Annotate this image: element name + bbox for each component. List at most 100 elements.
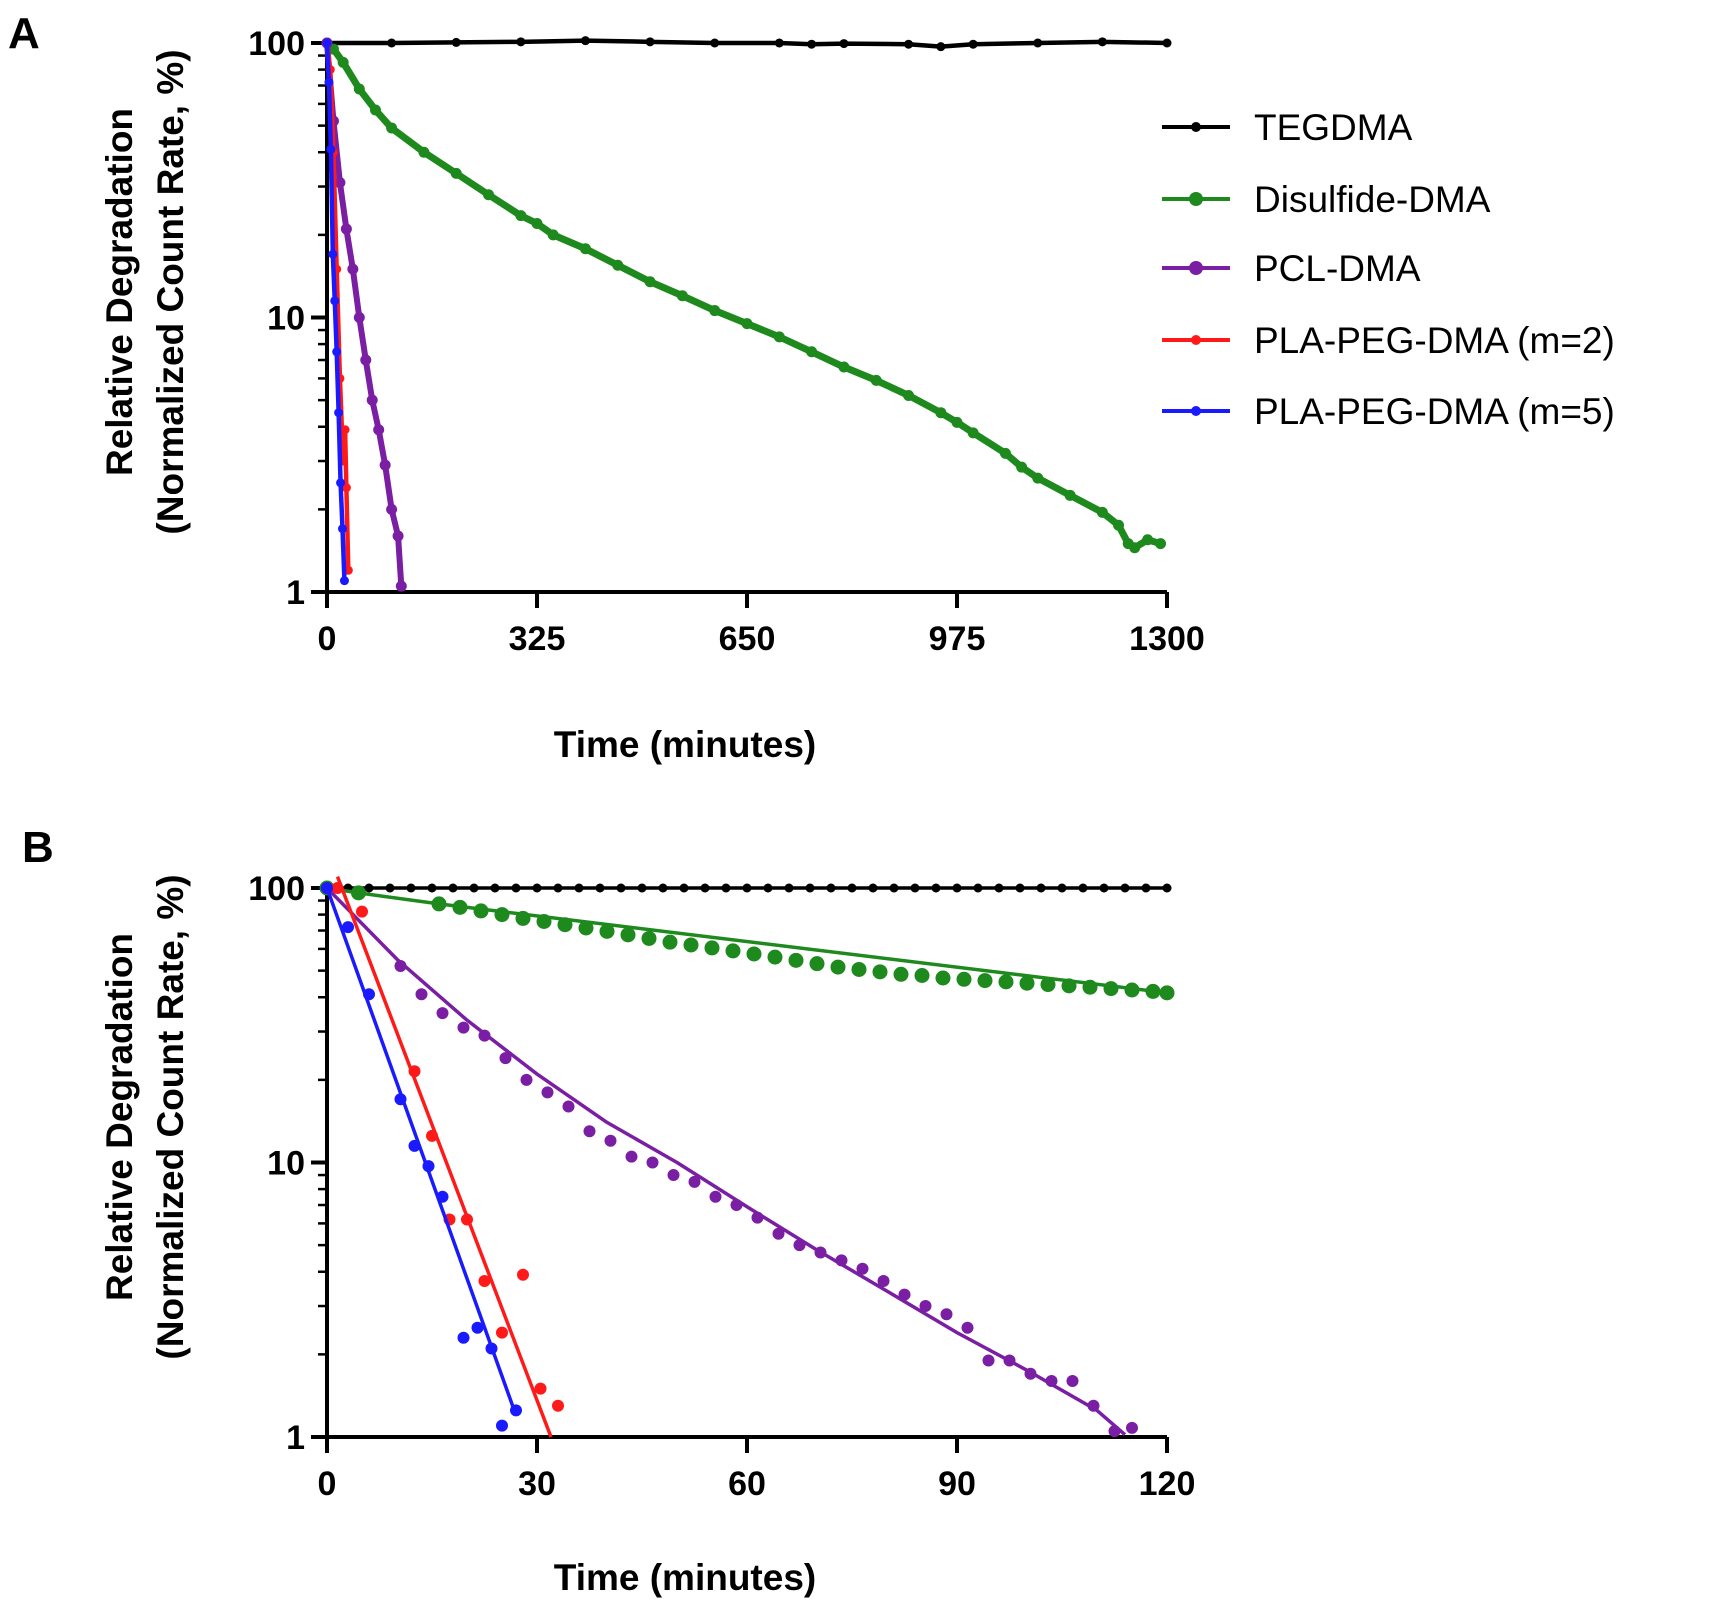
data-point xyxy=(889,883,899,893)
data-point xyxy=(353,83,365,95)
y-axis-title: Relative Degradation (Normalized Count R… xyxy=(99,49,191,534)
data-point xyxy=(1033,38,1043,48)
data-point xyxy=(394,959,407,972)
data-point xyxy=(940,1308,953,1321)
data-point xyxy=(616,883,626,893)
data-point xyxy=(330,296,340,306)
data-point xyxy=(868,883,878,893)
data-point xyxy=(1066,1374,1079,1387)
data-point xyxy=(448,883,458,893)
data-point xyxy=(353,312,365,323)
data-point xyxy=(612,259,624,271)
data-point xyxy=(1087,1399,1100,1412)
data-point xyxy=(998,974,1014,990)
data-point xyxy=(742,883,752,893)
data-point xyxy=(676,290,688,302)
data-point xyxy=(683,937,699,953)
data-point xyxy=(936,42,946,52)
data-point xyxy=(531,218,543,230)
data-point xyxy=(1096,506,1108,518)
data-point xyxy=(721,883,731,893)
data-point xyxy=(422,1160,435,1173)
data-point xyxy=(436,1190,449,1203)
data-point xyxy=(1078,883,1088,893)
y-tick-label: 1 xyxy=(286,574,305,612)
data-point xyxy=(351,885,366,901)
y-axis-title: Relative Degradation (Normalized Count R… xyxy=(99,874,191,1359)
x-tick-label: 1300 xyxy=(1129,620,1205,658)
data-point xyxy=(935,407,947,419)
data-point xyxy=(336,478,346,488)
legend-item-tegdma: TEGDMA xyxy=(1162,107,1413,148)
data-point xyxy=(870,374,882,386)
data-point xyxy=(461,1213,473,1226)
data-point xyxy=(1113,519,1125,531)
data-point xyxy=(334,177,346,189)
data-point xyxy=(478,1029,491,1042)
data-point xyxy=(373,424,385,436)
y-tick-label: 10 xyxy=(267,300,305,338)
x-tick-label: 975 xyxy=(929,620,986,658)
data-point xyxy=(363,988,375,1001)
data-point xyxy=(741,318,753,330)
data-point xyxy=(552,1399,564,1412)
data-point xyxy=(386,503,398,515)
series-group xyxy=(321,36,1172,592)
x-tick-label: 90 xyxy=(938,1465,976,1503)
data-point xyxy=(471,1321,484,1334)
data-point xyxy=(490,883,500,893)
data-point xyxy=(838,361,850,373)
data-point xyxy=(746,946,762,962)
data-point xyxy=(1159,985,1175,1001)
data-point xyxy=(578,920,594,936)
y-axis-title-line-1: Relative Degradation xyxy=(99,933,140,1301)
data-point xyxy=(1015,883,1025,893)
data-point xyxy=(1141,883,1151,893)
data-point xyxy=(562,1100,575,1113)
series-line xyxy=(324,38,1170,49)
axes xyxy=(325,888,1167,1439)
fit-line xyxy=(335,876,553,1438)
data-point xyxy=(641,930,657,946)
data-point xyxy=(451,37,461,47)
panel-letter-b: B xyxy=(22,823,54,872)
data-point xyxy=(604,1134,617,1147)
data-point xyxy=(510,1404,522,1417)
legend-swatch-marker xyxy=(1191,335,1201,345)
fit-line xyxy=(325,887,518,1416)
x-tick-label: 325 xyxy=(509,620,566,658)
data-point xyxy=(485,1342,498,1355)
data-point xyxy=(1142,534,1154,546)
data-point xyxy=(356,905,368,918)
data-point xyxy=(1019,975,1035,991)
legend-label: TEGDMA xyxy=(1254,107,1413,148)
data-point xyxy=(956,971,972,987)
data-point xyxy=(534,1382,547,1395)
series-line xyxy=(324,40,347,583)
data-point xyxy=(557,917,573,933)
data-point xyxy=(580,36,590,46)
data-point xyxy=(426,1129,438,1142)
data-point xyxy=(1016,461,1028,473)
data-point xyxy=(793,1239,806,1252)
data-point xyxy=(847,883,857,893)
data-point xyxy=(532,883,542,893)
data-point xyxy=(679,883,689,893)
x-tick-label: 120 xyxy=(1139,1465,1196,1503)
data-point xyxy=(839,39,849,49)
data-point xyxy=(515,210,527,222)
y-axis-title-line-2: (Normalized Count Rate, %) xyxy=(150,49,191,534)
data-point xyxy=(583,1125,596,1138)
data-point xyxy=(1103,981,1119,997)
data-point xyxy=(952,883,962,893)
data-point xyxy=(360,354,372,366)
data-point xyxy=(387,38,397,48)
data-point xyxy=(658,883,668,893)
data-point xyxy=(408,1139,421,1152)
data-point xyxy=(625,1150,638,1163)
data-point xyxy=(710,38,720,48)
data-point xyxy=(392,530,404,542)
legend-swatch-marker xyxy=(1189,261,1203,275)
data-point xyxy=(709,1190,722,1203)
series-disulfide-dma xyxy=(319,880,1175,1001)
